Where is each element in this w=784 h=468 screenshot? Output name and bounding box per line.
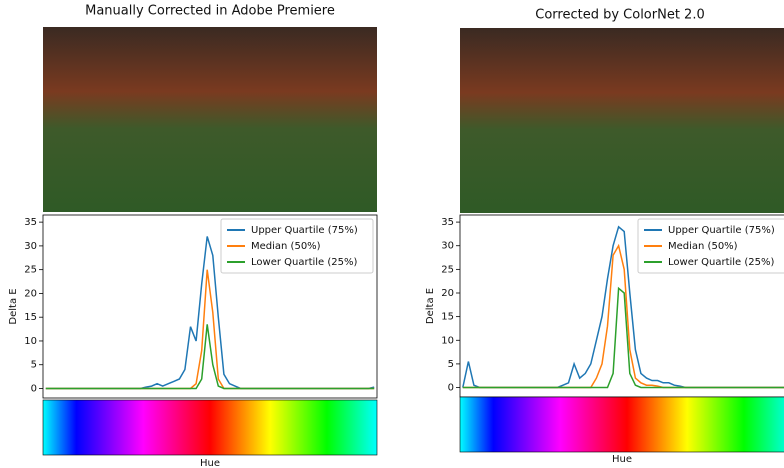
y-tick-label: 15 [24,312,37,323]
y-tick-label: 30 [441,241,454,252]
y-tick-label: 25 [441,264,454,275]
x-axis-label: Hue [200,458,220,468]
y-tick-label: 0 [31,383,37,394]
figure: Manually Corrected in Adobe Premiere 0 5 10… [0,0,784,468]
y-axis-label: Delta E [8,288,19,324]
chart-title: Corrected by ColorNet 2.0 [535,8,704,23]
photo [460,28,784,213]
hue-colorbar [460,397,784,452]
y-tick-label: 25 [24,265,37,276]
y-tick-label: 30 [24,241,37,252]
legend-label: Lower Quartile (25%) [668,257,775,268]
legend-label: Median (50%) [251,241,321,252]
x-axis-label: Hue [612,454,632,465]
y-tick-label: 5 [448,359,454,370]
legend-label: Median (50%) [668,241,738,252]
legend-label: Upper Quartile (75%) [251,225,358,236]
y-tick-label: 20 [441,288,454,299]
y-tick-label: 10 [441,335,454,346]
y-tick-label: 10 [24,336,37,347]
y-tick-label: 35 [24,217,37,228]
y-axis-label: Delta E [425,288,436,324]
hue-colorbar [43,400,377,455]
y-tick-label: 15 [441,312,454,323]
legend-label: Lower Quartile (25%) [251,257,358,268]
y-tick-label: 5 [31,360,37,371]
legend-label: Upper Quartile (75%) [668,225,775,236]
chart-title: Manually Corrected in Adobe Premiere [85,4,335,19]
y-tick-label: 20 [24,288,37,299]
photo [43,27,377,212]
y-tick-label: 0 [448,383,454,394]
y-tick-label: 35 [441,217,454,228]
